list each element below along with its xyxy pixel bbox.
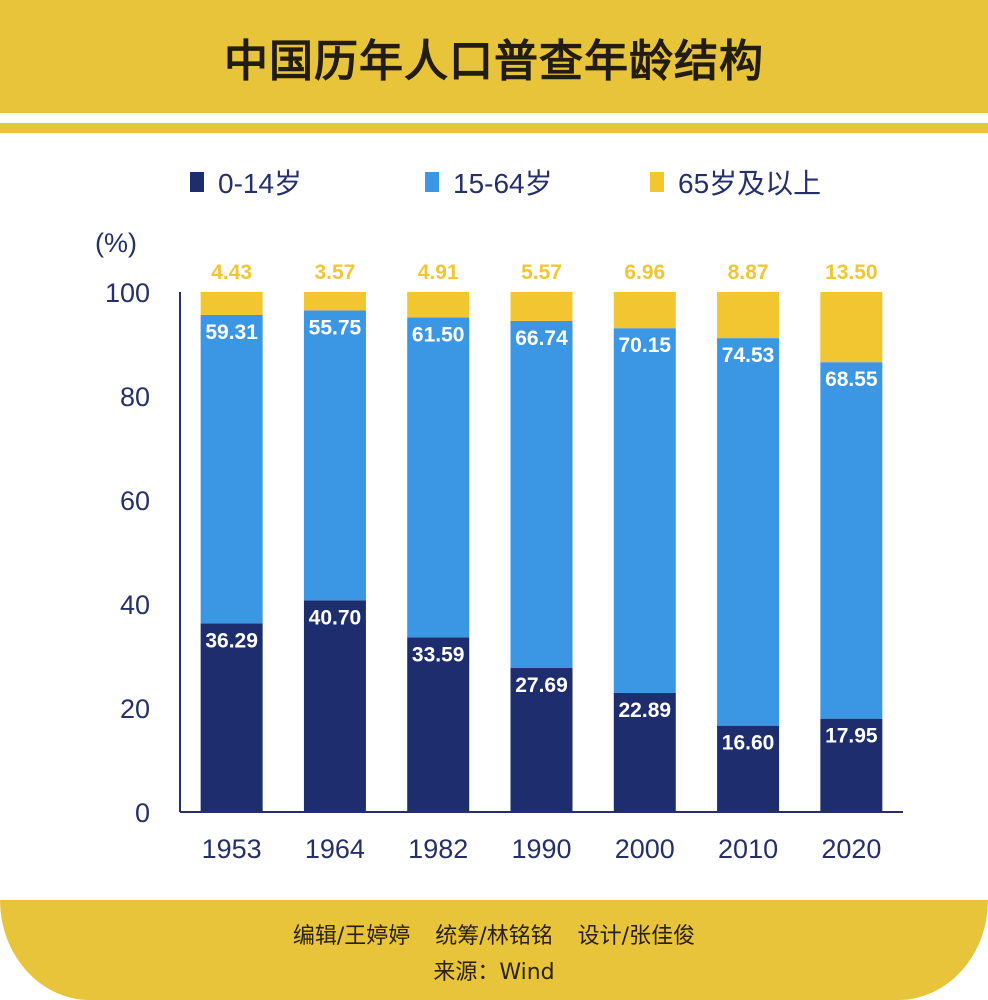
data-label: 13.50 xyxy=(825,261,878,284)
data-label: 36.29 xyxy=(205,629,258,652)
data-label: 68.55 xyxy=(825,368,878,391)
data-label: 55.75 xyxy=(309,316,362,339)
data-label: 17.95 xyxy=(825,725,878,748)
footer: 编辑/王婷婷 统筹/林铭铭 设计/张佳俊 来源：Wind xyxy=(0,900,988,1000)
bar-segment xyxy=(820,292,883,363)
bar-segment xyxy=(613,692,676,812)
bar-segment xyxy=(717,725,780,812)
data-label: 40.70 xyxy=(309,606,362,629)
bar-segment xyxy=(303,310,366,601)
data-label: 16.60 xyxy=(722,732,775,755)
data-label: 70.15 xyxy=(619,334,672,357)
x-tick-label: 2010 xyxy=(718,834,778,864)
y-tick-label: 100 xyxy=(105,278,150,308)
x-tick-label: 2020 xyxy=(821,834,881,864)
y-tick-label: 0 xyxy=(135,798,150,828)
data-label: 27.69 xyxy=(515,674,568,697)
data-label: 8.87 xyxy=(728,261,769,284)
y-tick-label: 20 xyxy=(120,694,150,724)
bar-segment xyxy=(510,668,573,812)
x-tick-label: 2000 xyxy=(615,834,675,864)
data-label: 3.57 xyxy=(314,261,355,284)
bar-segment xyxy=(407,292,470,318)
decorative-stripe xyxy=(0,123,988,133)
y-tick-label: 80 xyxy=(120,382,150,412)
data-label: 22.89 xyxy=(619,699,672,722)
data-label: 4.43 xyxy=(211,261,252,284)
bar-segment xyxy=(200,623,263,812)
y-axis-label: (%) xyxy=(95,228,137,258)
legend-swatch xyxy=(650,172,664,192)
legend-swatch xyxy=(190,172,204,192)
data-label: 4.91 xyxy=(418,261,459,284)
bar-segment xyxy=(200,292,263,315)
data-label: 59.31 xyxy=(205,321,258,344)
data-label: 74.53 xyxy=(722,344,775,367)
source: 来源：Wind xyxy=(433,960,555,985)
data-label: 6.96 xyxy=(624,261,665,284)
x-tick-label: 1953 xyxy=(202,834,262,864)
data-label: 61.50 xyxy=(412,324,465,347)
y-tick-label: 60 xyxy=(120,486,150,516)
legend-swatch xyxy=(425,172,439,192)
bar-segment xyxy=(407,317,470,638)
data-label: 33.59 xyxy=(412,643,465,666)
x-tick-label: 1990 xyxy=(511,834,571,864)
bar-segment xyxy=(200,314,263,624)
legend-label: 15-64岁 xyxy=(453,168,553,199)
bar-segment xyxy=(820,718,883,812)
bar-segment xyxy=(717,338,780,726)
bar-segment xyxy=(820,362,883,719)
legend-label: 0-14岁 xyxy=(218,168,302,199)
bar-segment xyxy=(717,292,780,339)
bar-segment xyxy=(303,292,366,311)
bar-segment xyxy=(303,600,366,812)
bar-segment xyxy=(407,637,470,812)
y-tick-label: 40 xyxy=(120,590,150,620)
x-tick-label: 1982 xyxy=(408,834,468,864)
page-title: 中国历年人口普查年龄结构 xyxy=(224,35,764,87)
legend-label: 65岁及以上 xyxy=(678,168,821,199)
bar-segment xyxy=(613,292,676,329)
credits: 编辑/王婷婷 统筹/林铭铭 设计/张佳俊 xyxy=(292,924,696,949)
data-label: 66.74 xyxy=(515,327,568,350)
title-banner: 中国历年人口普查年龄结构 xyxy=(0,0,988,113)
x-tick-label: 1964 xyxy=(305,834,365,864)
bar-segment xyxy=(510,292,573,321)
bar-segment xyxy=(510,320,573,669)
bar-segment xyxy=(613,328,676,693)
data-label: 5.57 xyxy=(521,261,562,284)
